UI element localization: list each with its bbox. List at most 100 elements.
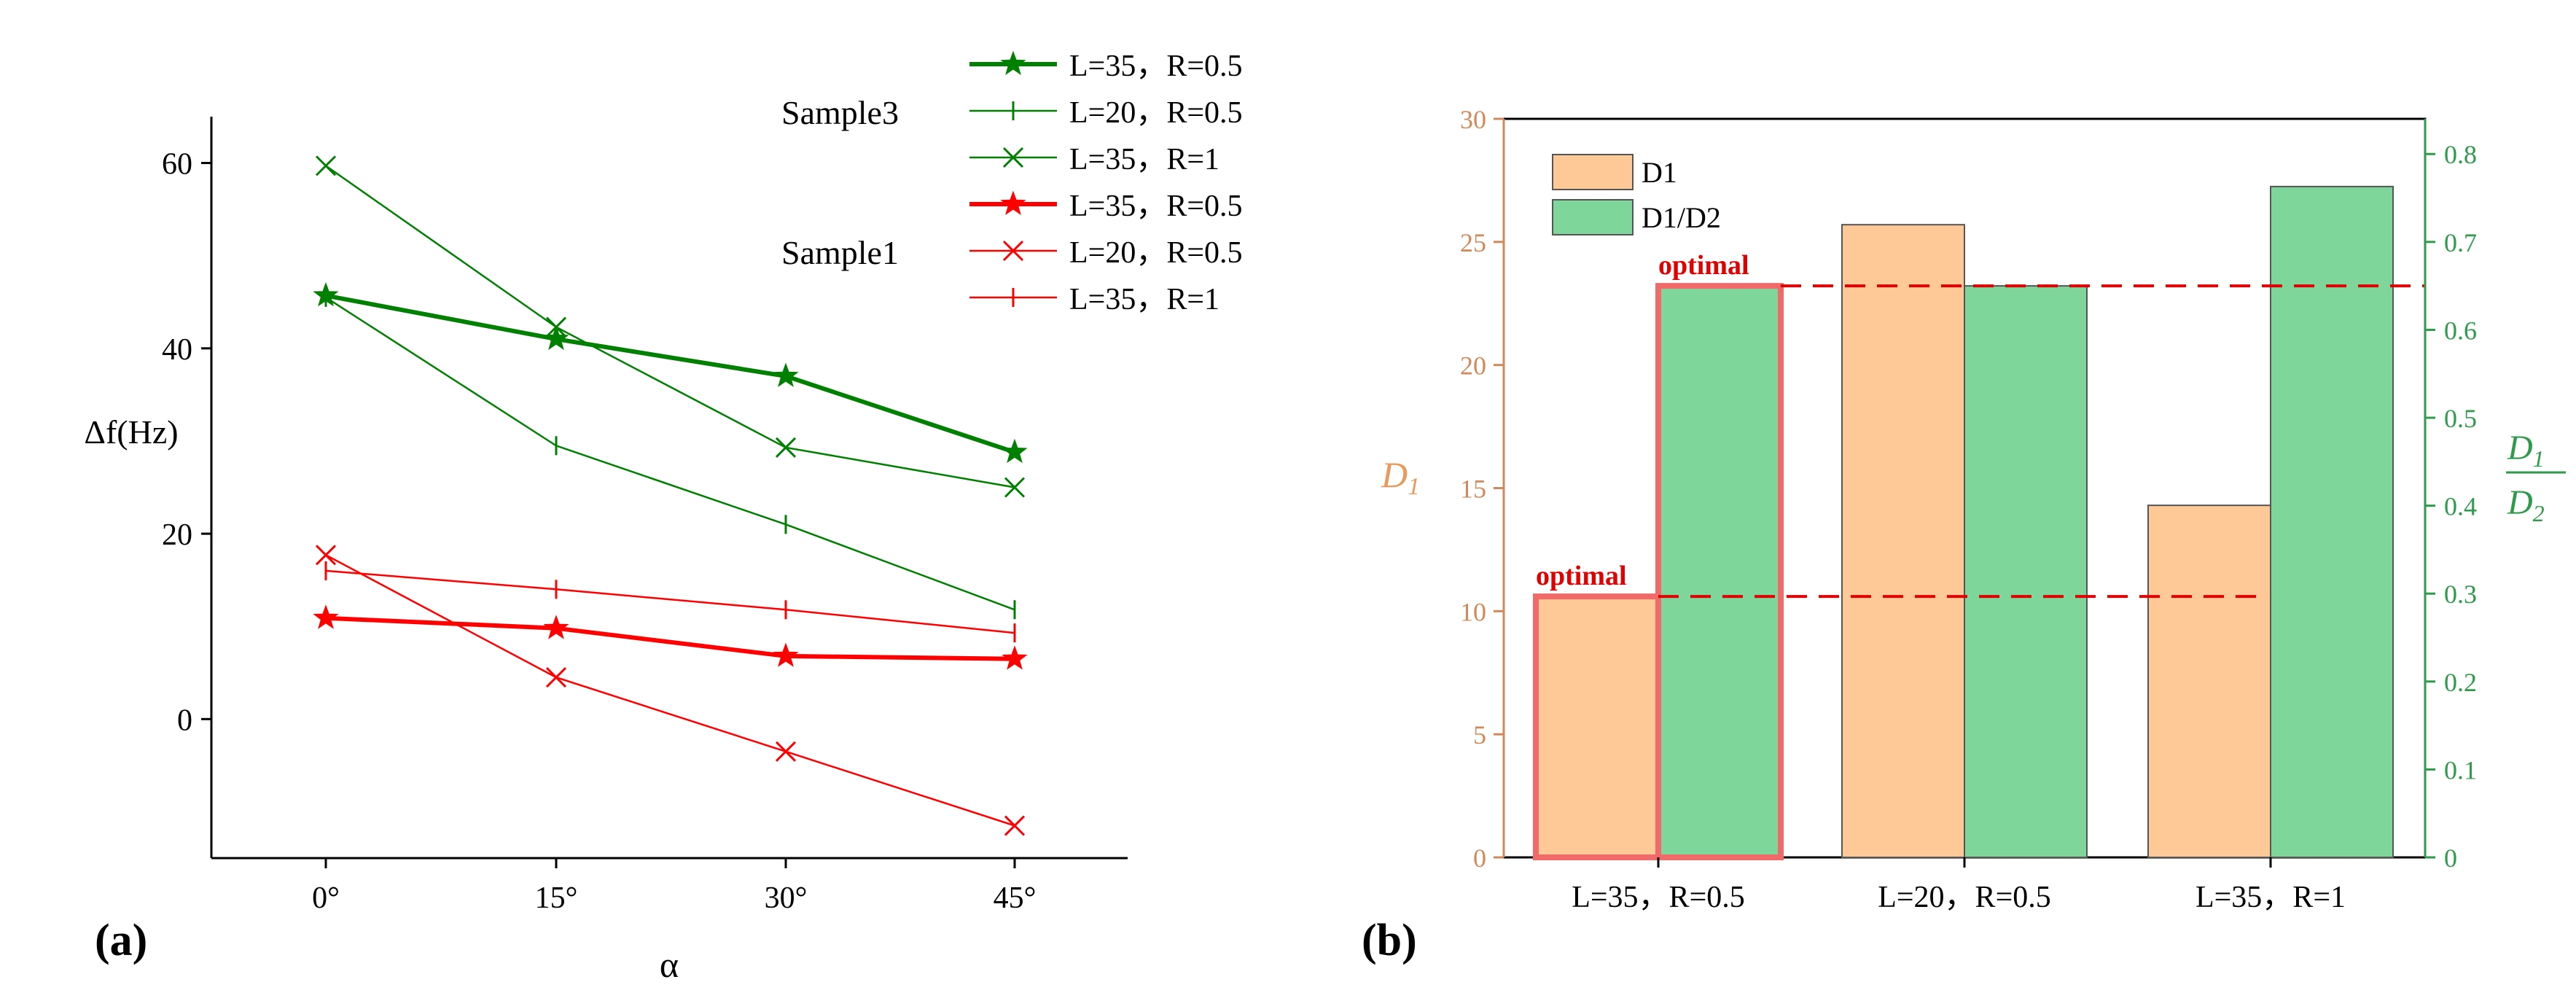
a-x-ticks: 0° 15° 30° 45° — [312, 858, 1036, 915]
a-series-line-1 — [325, 296, 1015, 611]
b-legend-item-0: D1 — [1552, 154, 1677, 190]
a-point-2-3 — [1004, 477, 1026, 498]
legend-group-label-sample3: Sample3 — [781, 94, 899, 131]
a-series-4 — [315, 545, 1026, 836]
b-annotations: optimal optimal — [1533, 250, 2425, 860]
a-ytick-label-1: 20 — [162, 518, 192, 552]
b-legend-item-1: D1/D2 — [1552, 199, 1721, 235]
b-legend-swatch-0 — [1552, 154, 1634, 190]
a-legend-marker-2 — [1002, 147, 1024, 168]
b-legend-label-1: D1/D2 — [1642, 201, 1721, 234]
b-left-ticks: 0 5 10 15 20 25 30 — [1460, 105, 1504, 873]
a-legend-label-2: L=35，R=1 — [1069, 143, 1219, 176]
b-legend: D1 D1/D2 — [1552, 154, 1721, 235]
b-left-tick-label-3: 15 — [1460, 475, 1486, 504]
a-point-4-0-stroke-2 — [315, 545, 337, 566]
b-left-tick-label-5: 25 — [1460, 228, 1486, 257]
a-legend-marker-0 — [1000, 50, 1026, 75]
a-xtick-label-1: 15° — [535, 881, 578, 915]
a-series-3 — [313, 604, 1028, 670]
b-right-label-num-sub: 1 — [2533, 445, 2545, 472]
b-bars — [1535, 185, 2394, 858]
a-point-0-3 — [1002, 438, 1028, 464]
b-right-tick-label-3: 0.3 — [2444, 580, 2477, 609]
a-point-2-0-stroke-2 — [315, 155, 337, 176]
a-series-5 — [324, 561, 1016, 643]
b-left-tick-label-6: 30 — [1460, 105, 1486, 134]
b-left-label-sub: 1 — [1408, 473, 1420, 500]
a-series-2 — [315, 155, 1026, 498]
b-right-tick-label-6: 0.6 — [2444, 316, 2477, 345]
a-series-0 — [313, 281, 1028, 464]
b-right-ticks: 0 0.1 0.2 0.3 0.4 0.5 0.6 0.7 0.8 — [2425, 140, 2477, 873]
a-legend-label-5: L=35，R=1 — [1069, 283, 1219, 316]
a-point-2-3-stroke-2 — [1004, 477, 1026, 498]
panel-a-line-chart: 0 20 40 60 0° 15° 30° 45° Δf(Hz) α (a) Sample3… — [84, 50, 1242, 985]
a-ytick-label-0: 0 — [177, 704, 192, 737]
b-left-tick-label-2: 10 — [1460, 597, 1486, 626]
a-legend-item-2: L=35，R=1 — [969, 143, 1219, 176]
a-series-lines — [313, 155, 1028, 836]
a-point-3-1 — [543, 615, 569, 639]
a-point-2-0 — [315, 155, 337, 176]
b-legend-label-0: D1 — [1642, 156, 1677, 189]
b-xtick-label-0: L=35，R=0.5 — [1572, 881, 1745, 914]
a-point-0-1 — [543, 325, 569, 351]
a-point-4-3 — [1004, 815, 1026, 836]
b-optimal-outline-ratio — [1655, 283, 1784, 860]
b-right-tick-label-5: 0.5 — [2444, 404, 2477, 433]
a-point-3-2 — [773, 642, 799, 667]
b-legend-swatch-1 — [1552, 199, 1634, 235]
a-series-line-0 — [325, 293, 1015, 455]
b-right-tick-label-2: 0.2 — [2444, 668, 2477, 697]
b-left-tick-label-0: 0 — [1473, 844, 1486, 873]
b-right-tick-label-7: 0.7 — [2444, 228, 2477, 257]
b-right-label-num-base: D — [2507, 429, 2533, 467]
b-x-ticks: L=35，R=0.5 L=20，R=0.5 L=35，R=1 — [1572, 857, 2346, 914]
a-point-4-3-stroke-2 — [1004, 815, 1026, 836]
a-panel-label: (a) — [95, 916, 147, 965]
b-left-tick-label-4: 20 — [1460, 351, 1486, 381]
a-point-2-2-stroke-2 — [775, 437, 797, 458]
a-legend-marker-2-stroke-2 — [1002, 147, 1024, 168]
b-bar-ratio-1 — [1964, 285, 2088, 858]
a-legend-label-3: L=35，R=0.5 — [1069, 190, 1243, 223]
a-legend-item-5: L=35，R=1 — [969, 283, 1219, 316]
b-right-label-denominator: D2 — [2507, 483, 2545, 526]
a-point-4-1 — [545, 667, 567, 688]
a-y-ticks: 0 20 40 60 — [162, 148, 211, 737]
b-left-label-base: D — [1381, 454, 1408, 495]
b-optimal-label-ratio: optimal — [1658, 250, 1749, 281]
a-point-2-1-stroke-2 — [545, 316, 567, 338]
a-series-line-3 — [325, 615, 1015, 661]
a-series-line-2 — [325, 165, 1015, 488]
a-xtick-label-2: 30° — [765, 881, 808, 915]
b-right-axis-label: D1 D2 — [2506, 429, 2566, 526]
a-legend: Sample3 Sample1 L=35，R=0.5 L=20，R=0.5 L=35… — [781, 50, 1243, 316]
b-left-tick-label-1: 5 — [1473, 720, 1486, 749]
a-point-2-1 — [545, 316, 567, 338]
b-bar-d1-0 — [1535, 596, 1659, 858]
b-right-tick-label-8: 0.8 — [2444, 140, 2477, 169]
a-series-line-5 — [325, 569, 1015, 634]
a-y-axis-label: Δf(Hz) — [84, 413, 178, 451]
a-point-3-0 — [313, 604, 339, 629]
b-right-label-den-base: D — [2507, 483, 2533, 522]
a-legend-label-1: L=20，R=0.5 — [1069, 96, 1243, 130]
a-ytick-label-3: 60 — [162, 148, 192, 182]
a-legend-marker-4-stroke-2 — [1002, 240, 1024, 262]
a-series-1 — [324, 287, 1016, 620]
a-legend-item-3: L=35，R=0.5 — [969, 190, 1243, 223]
a-x-axis-label: α — [660, 944, 679, 985]
a-point-2-2 — [775, 437, 797, 458]
a-point-4-0 — [315, 545, 337, 566]
a-point-4-2-stroke-2 — [775, 741, 797, 762]
b-panel-label: (b) — [1362, 916, 1417, 965]
a-xtick-label-0: 0° — [312, 881, 340, 915]
legend-group-label-sample1: Sample1 — [781, 234, 899, 271]
a-point-0-2 — [773, 362, 799, 387]
a-ytick-label-2: 40 — [162, 333, 192, 367]
a-point-4-1-stroke-2 — [545, 667, 567, 688]
b-bar-ratio-0 — [1658, 285, 1781, 858]
